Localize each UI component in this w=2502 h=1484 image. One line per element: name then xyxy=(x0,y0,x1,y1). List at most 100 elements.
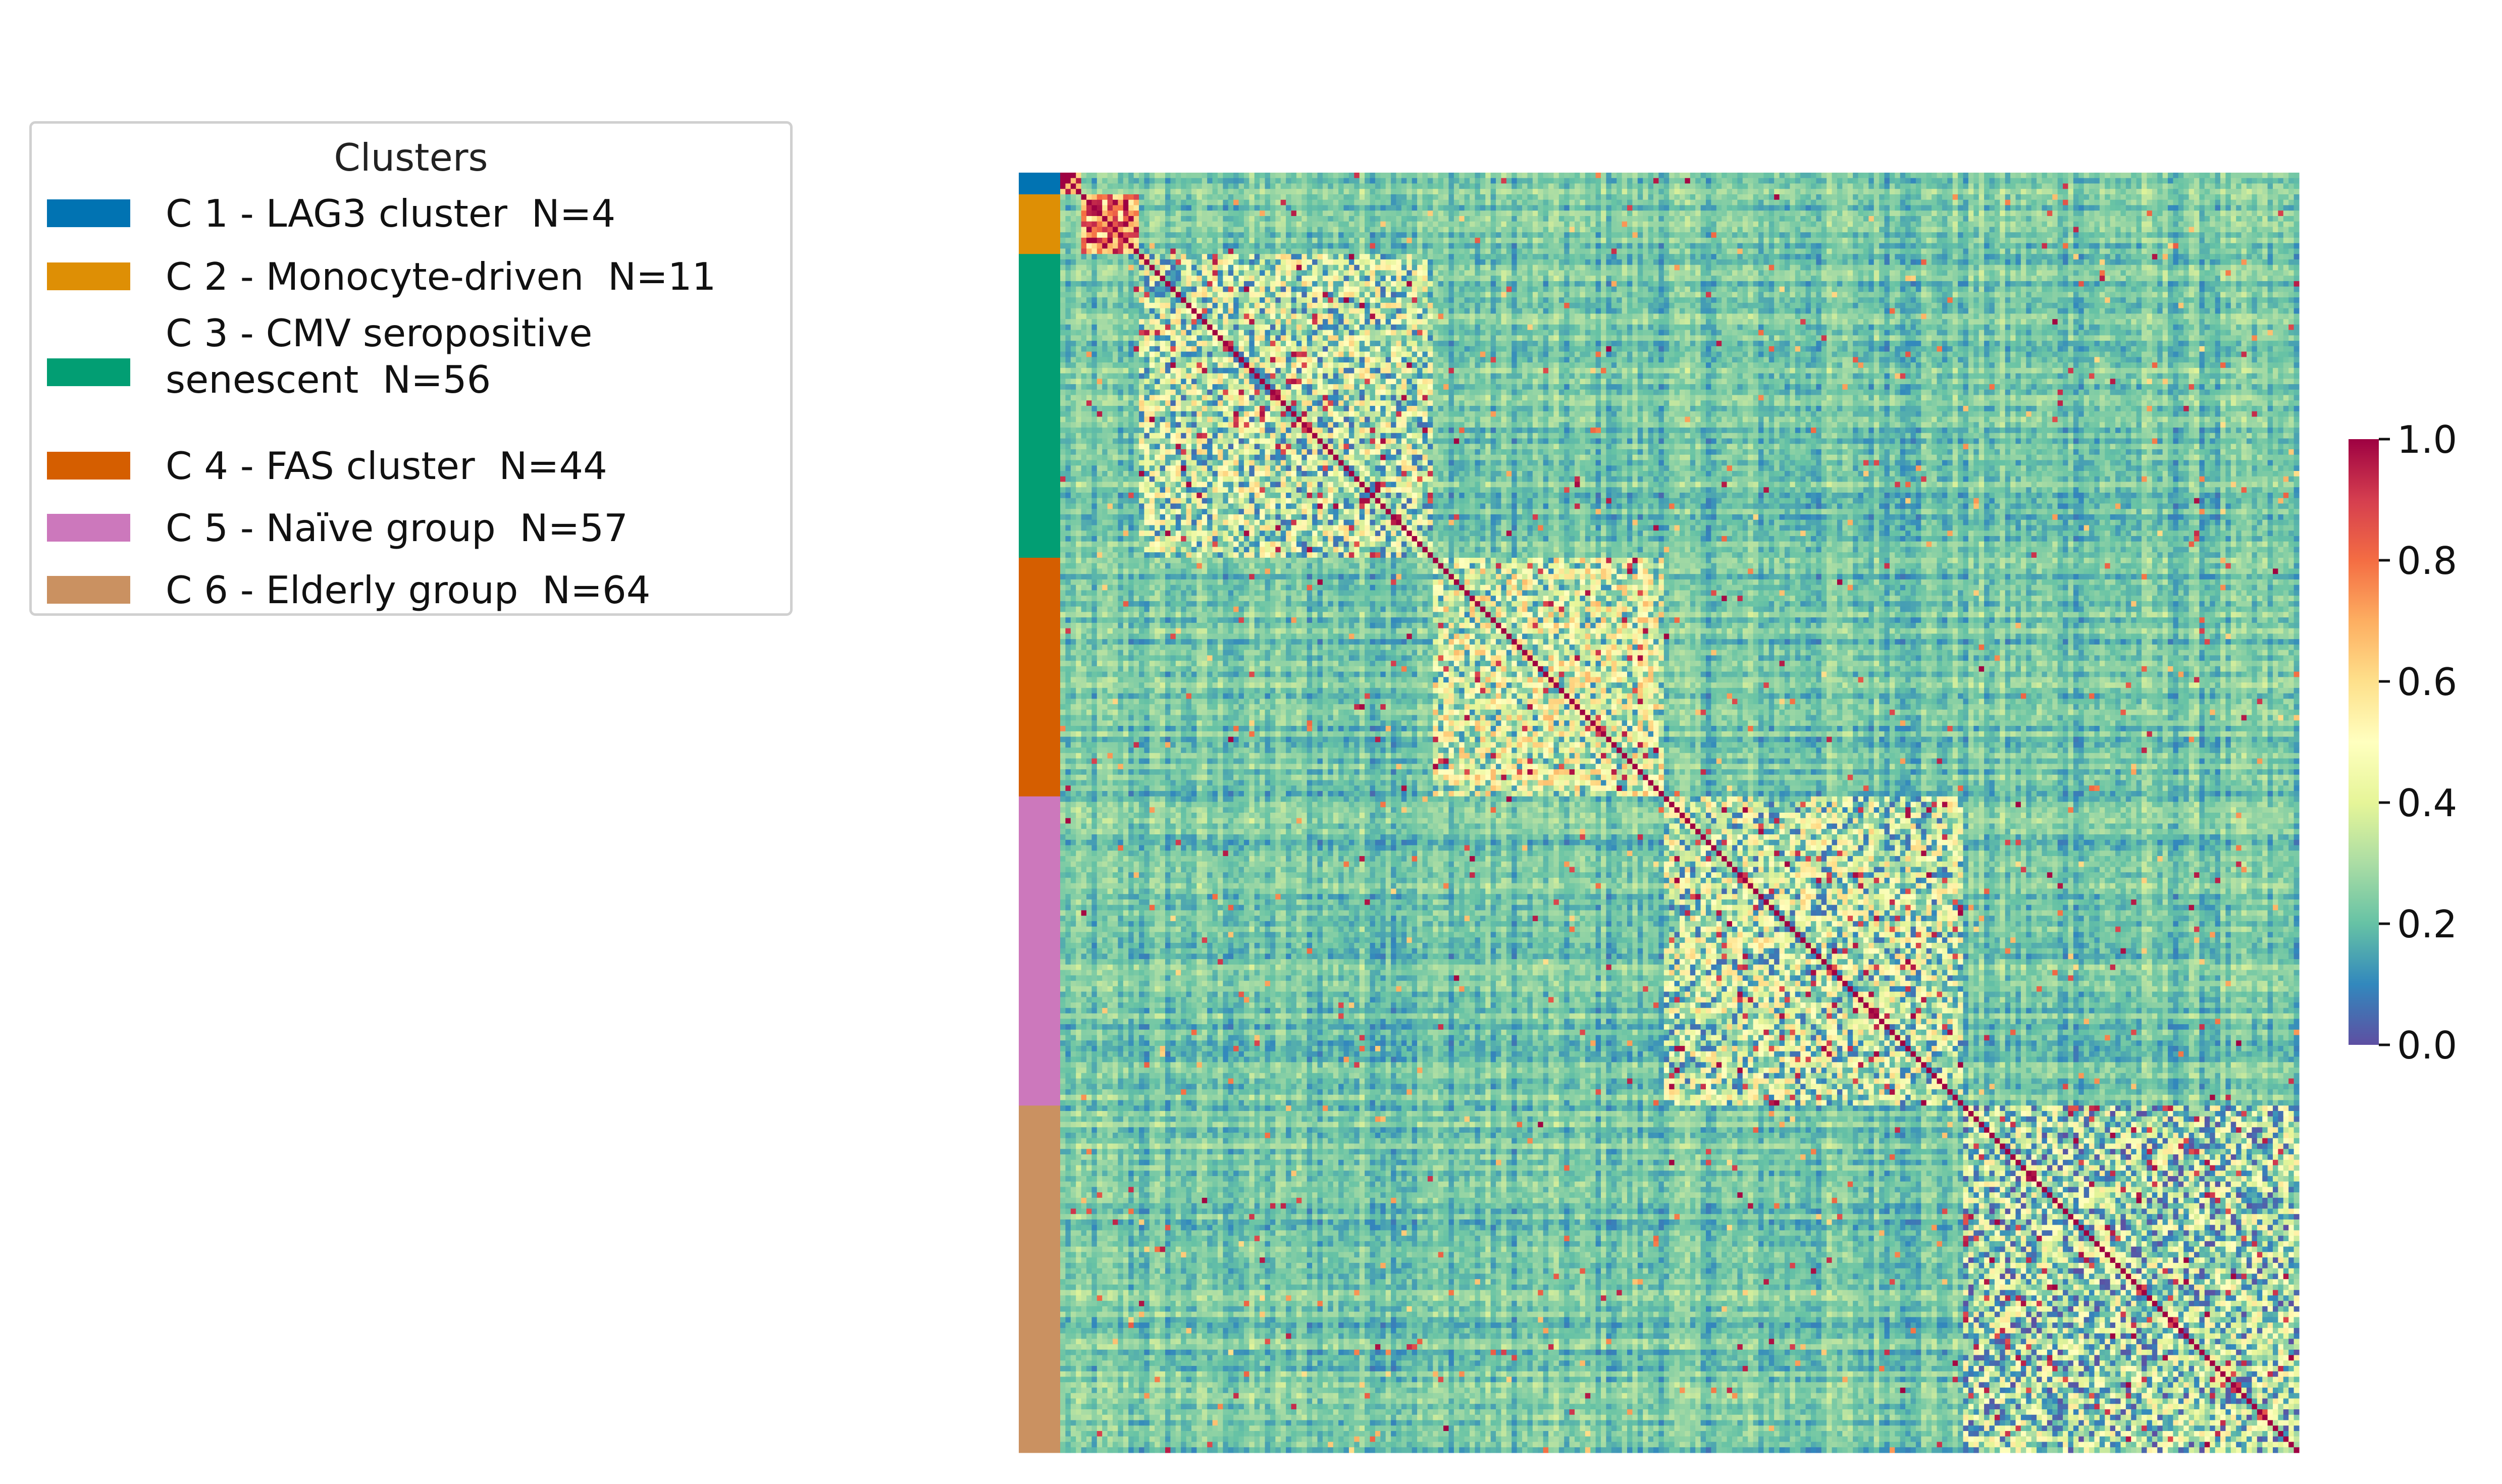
heatmap-cell xyxy=(2152,200,2158,205)
heatmap-cell xyxy=(1905,205,1911,210)
heatmap-cell xyxy=(1701,205,1706,210)
heatmap-cell xyxy=(1643,194,1648,200)
heatmap-cell xyxy=(1097,173,1103,178)
heatmap-cell xyxy=(1763,178,1769,184)
heatmap-cell xyxy=(1748,205,1753,210)
heatmap-cell xyxy=(1658,210,1664,216)
heatmap-cell xyxy=(1496,173,1501,178)
heatmap-cell xyxy=(1606,178,1611,184)
heatmap-cell xyxy=(1968,200,1974,205)
heatmap-cell xyxy=(1196,189,1202,194)
heatmap-cell xyxy=(1548,205,1554,210)
heatmap-cell xyxy=(1281,173,1286,178)
heatmap-cell xyxy=(2031,183,2037,189)
heatmap-cell xyxy=(2100,200,2105,205)
heatmap-cell xyxy=(2225,200,2231,205)
heatmap-cell xyxy=(2068,205,2073,210)
heatmap-cell xyxy=(1155,173,1160,178)
heatmap-cell xyxy=(1895,200,1900,205)
heatmap-cell xyxy=(1811,173,1816,178)
heatmap-cell xyxy=(1669,205,1675,210)
heatmap-cell xyxy=(1580,189,1585,194)
heatmap-cell xyxy=(2089,183,2095,189)
heatmap-cell xyxy=(1858,194,1864,200)
heatmap-cell xyxy=(2163,183,2168,189)
heatmap-cell xyxy=(1155,210,1160,216)
heatmap-cell xyxy=(1391,200,1396,205)
heatmap-cell xyxy=(1527,178,1533,184)
heatmap-cell xyxy=(1627,189,1633,194)
heatmap-cell xyxy=(1622,205,1628,210)
heatmap-cell xyxy=(1360,173,1365,178)
heatmap-cell xyxy=(1134,200,1139,205)
heatmap-cell xyxy=(1858,178,1864,184)
heatmap-cell xyxy=(1853,205,1858,210)
heatmap-cell xyxy=(2010,200,2016,205)
heatmap-cell xyxy=(1422,200,1428,205)
heatmap-cell xyxy=(1233,183,1239,189)
heatmap-cell xyxy=(2283,183,2289,189)
heatmap-cell xyxy=(1375,189,1381,194)
heatmap-cell xyxy=(1638,210,1643,216)
heatmap-cell xyxy=(1921,189,1926,194)
heatmap-cell xyxy=(2262,194,2268,200)
heatmap-cell xyxy=(2189,205,2195,210)
heatmap-cell xyxy=(1916,200,1921,205)
heatmap-cell xyxy=(1990,205,1995,210)
heatmap-cell xyxy=(2278,183,2283,189)
heatmap-cell xyxy=(1438,178,1444,184)
heatmap-cell xyxy=(1496,200,1501,205)
heatmap-cell xyxy=(1102,178,1108,184)
heatmap-cell xyxy=(1963,173,1969,178)
heatmap-cell xyxy=(1553,205,1559,210)
heatmap-cell xyxy=(1255,210,1260,216)
heatmap-cell xyxy=(1060,183,1066,189)
heatmap-cell xyxy=(1181,189,1186,194)
heatmap-cell xyxy=(1827,173,1832,178)
heatmap-cell xyxy=(1763,205,1769,210)
heatmap-cell xyxy=(2220,205,2226,210)
heatmap-cell xyxy=(1727,200,1733,205)
heatmap-cell xyxy=(1496,183,1501,189)
heatmap-cell xyxy=(1139,183,1144,189)
heatmap-cell xyxy=(1973,205,1979,210)
heatmap-cell xyxy=(1139,200,1144,205)
heatmap-cell xyxy=(2000,189,2005,194)
heatmap-cell xyxy=(1868,183,1874,189)
heatmap-cell xyxy=(1785,200,1790,205)
heatmap-cell xyxy=(2063,205,2068,210)
heatmap-cell xyxy=(2120,178,2126,184)
heatmap-cell xyxy=(1570,205,1575,210)
heatmap-cell xyxy=(1701,189,1706,194)
heatmap-cell xyxy=(1333,183,1339,189)
heatmap-cell xyxy=(1065,200,1071,205)
heatmap-cell xyxy=(1606,189,1611,194)
heatmap-cell xyxy=(1506,189,1512,194)
heatmap-cell xyxy=(2147,194,2152,200)
heatmap-cell xyxy=(1774,205,1780,210)
heatmap-cell xyxy=(1438,173,1444,178)
heatmap-cell xyxy=(1716,189,1722,194)
heatmap-cell xyxy=(1428,210,1433,216)
heatmap-cell xyxy=(1228,210,1234,216)
heatmap-cell xyxy=(1680,173,1685,178)
heatmap-cell xyxy=(2257,194,2263,200)
heatmap-cell xyxy=(1811,178,1816,184)
heatmap-cell xyxy=(1606,183,1611,189)
heatmap-cell xyxy=(1973,189,1979,194)
heatmap-cell xyxy=(1800,178,1806,184)
heatmap-cell xyxy=(2042,194,2047,200)
heatmap-cell xyxy=(1795,194,1801,200)
heatmap-cell xyxy=(2157,194,2163,200)
heatmap-cell xyxy=(1491,183,1496,189)
heatmap-cell xyxy=(1984,183,1990,189)
heatmap-cell xyxy=(2215,173,2221,178)
heatmap-cell xyxy=(2131,173,2136,178)
heatmap-cell xyxy=(1470,189,1475,194)
heatmap-cell xyxy=(1318,178,1323,184)
heatmap-cell xyxy=(1438,205,1444,210)
heatmap-cell xyxy=(1785,173,1790,178)
heatmap-cell xyxy=(1360,183,1365,189)
heatmap-cell xyxy=(2100,189,2105,194)
heatmap-cell xyxy=(1643,183,1648,189)
